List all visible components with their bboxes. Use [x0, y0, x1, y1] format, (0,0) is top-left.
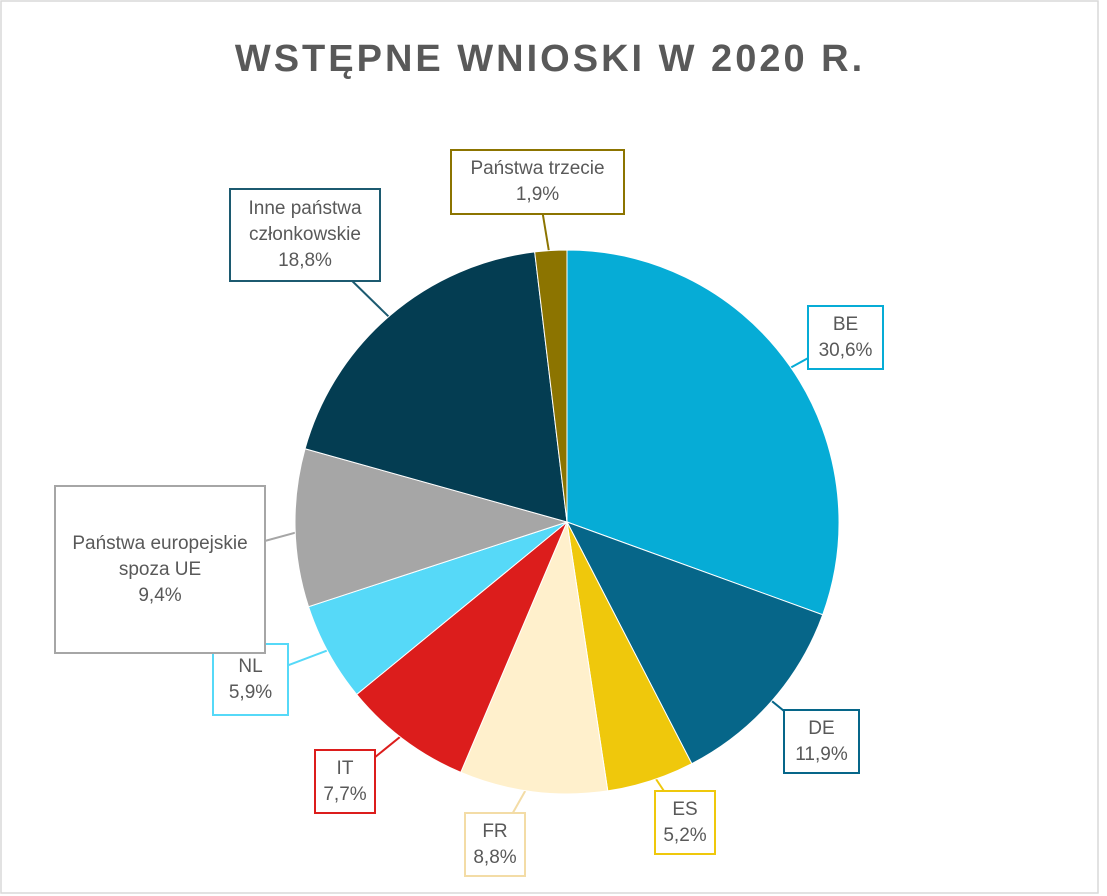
pie-slice [355, 521, 568, 774]
value-label: 18,8% [278, 250, 332, 271]
value-label: 8,8% [473, 846, 517, 868]
data-label: Państwa europejskie spoza UE 9,4% [54, 485, 266, 654]
category-label: IT [336, 757, 354, 779]
data-label: Państwa trzecie 1,9% [450, 149, 625, 215]
data-label: BE 30,6% [807, 305, 884, 370]
chart-title: WSTĘPNE WNIOSKI W 2020 R. [234, 38, 866, 80]
category-label: Państwa trzecie [470, 158, 605, 179]
data-label: NL 5,9% [212, 643, 289, 716]
category-label: Państwa europejskie spoza UE [72, 532, 248, 580]
value-label: 9,4% [138, 584, 182, 606]
pie-slice [566, 249, 840, 616]
category-label: ES [672, 798, 698, 820]
value-label: 5,2% [663, 824, 707, 846]
data-label: ES 5,2% [654, 790, 716, 855]
category-label: FR [482, 820, 508, 842]
data-label: IT 7,7% [314, 749, 376, 814]
data-label: FR 8,8% [464, 812, 526, 877]
pie-slice [534, 249, 568, 523]
value-label: 1,9% [515, 184, 560, 205]
value-label: 11,9% [795, 743, 848, 765]
data-label: DE 11,9% [783, 709, 860, 774]
pie-slice [460, 520, 609, 795]
category-label: NL [238, 655, 263, 677]
data-label: Inne państwa członkowskie 18,8% [229, 188, 381, 282]
pie-slice [294, 448, 569, 608]
pie-slice [565, 521, 824, 765]
pie-slice [304, 251, 568, 523]
category-label: Inne państwa członkowskie [248, 198, 362, 245]
value-label: 30,6% [818, 339, 873, 361]
value-label: 7,7% [323, 783, 367, 805]
value-label: 5,9% [228, 681, 273, 703]
category-label: BE [832, 313, 859, 335]
category-label: DE [808, 717, 835, 739]
